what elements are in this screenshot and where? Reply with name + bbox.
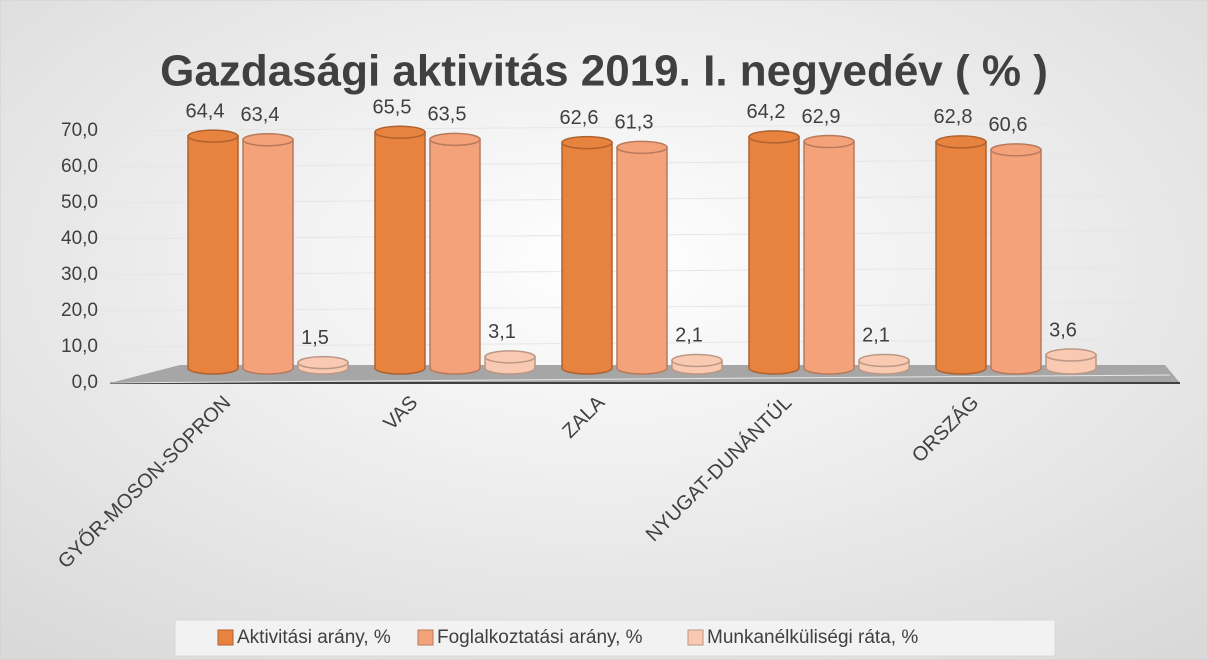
bar — [187, 129, 239, 375]
chart-title: Gazdasági aktivitás 2019. I. negyedév ( … — [160, 47, 1048, 96]
value-label: 2,1 — [862, 325, 890, 347]
value-label: 3,1 — [488, 321, 516, 343]
cylinder-body — [561, 141, 613, 375]
bar — [242, 133, 294, 375]
cylinder-top — [748, 130, 800, 144]
cylinder-top — [187, 129, 239, 143]
bar — [748, 130, 800, 375]
cylinder-body — [803, 140, 855, 375]
cylinder-top — [242, 133, 294, 147]
grid-line — [99, 374, 1171, 384]
bar — [990, 143, 1042, 375]
cylinder-top — [374, 125, 426, 139]
cylinder-top — [671, 353, 723, 368]
legend-label: Foglalkoztatási arány, % — [437, 627, 643, 648]
value-label: 60,6 — [989, 114, 1028, 136]
cylinder-top — [858, 353, 910, 368]
value-label: 62,6 — [560, 107, 599, 129]
bar — [803, 134, 855, 375]
cylinder-top — [990, 143, 1042, 157]
value-label: 64,2 — [747, 101, 786, 123]
y-tick-label: 50,0 — [61, 192, 98, 213]
y-tick-label: 70,0 — [61, 120, 98, 141]
cylinder-body — [429, 138, 481, 375]
legend-swatch — [217, 629, 234, 646]
bar — [616, 140, 668, 375]
cylinder-body — [935, 141, 987, 375]
value-label: 62,9 — [802, 106, 841, 128]
cylinder-top — [484, 350, 536, 364]
value-label: 3,6 — [1049, 319, 1077, 341]
value-label: 2,1 — [675, 325, 703, 347]
value-label: 1,5 — [301, 327, 329, 349]
bar — [297, 355, 349, 375]
cylinder-top — [803, 134, 855, 149]
bar — [1045, 348, 1097, 375]
cylinder-top — [935, 135, 987, 149]
bar — [858, 353, 910, 375]
bar — [374, 125, 426, 375]
legend-swatch — [417, 629, 434, 646]
value-label: 61,3 — [615, 112, 654, 134]
bar — [935, 135, 987, 375]
cylinder-body — [187, 135, 239, 375]
bar — [484, 350, 536, 375]
cylinder-top — [616, 140, 668, 155]
bar — [561, 135, 613, 375]
cylinder-body — [616, 146, 668, 375]
value-label: 63,4 — [241, 104, 280, 126]
legend-swatch — [687, 629, 704, 646]
y-tick-label: 40,0 — [61, 228, 98, 249]
cylinder-top — [297, 355, 349, 370]
bar — [429, 132, 481, 375]
bar — [671, 353, 723, 375]
cylinder-body — [374, 131, 426, 375]
y-tick-label: 0,0 — [72, 372, 98, 393]
grid-line — [99, 122, 1171, 132]
y-tick-label: 20,0 — [61, 300, 98, 321]
legend-label: Munkanélküliségi ráta, % — [707, 627, 918, 648]
cylinder-body — [242, 139, 294, 375]
legend — [174, 619, 1056, 657]
cylinder-body — [990, 149, 1042, 375]
value-label: 64,4 — [186, 100, 225, 122]
y-tick-label: 60,0 — [61, 156, 98, 177]
y-tick-label: 30,0 — [61, 264, 98, 285]
cylinder-top — [429, 132, 481, 147]
cylinder-top — [1045, 348, 1097, 362]
legend-label: Aktivitási arány, % — [237, 627, 391, 648]
value-label: 65,5 — [373, 96, 412, 118]
value-label: 63,5 — [428, 104, 467, 126]
cylinder-body — [748, 136, 800, 375]
cylinder-top — [561, 135, 613, 150]
value-label: 62,8 — [934, 106, 973, 128]
y-tick-label: 10,0 — [61, 336, 98, 357]
